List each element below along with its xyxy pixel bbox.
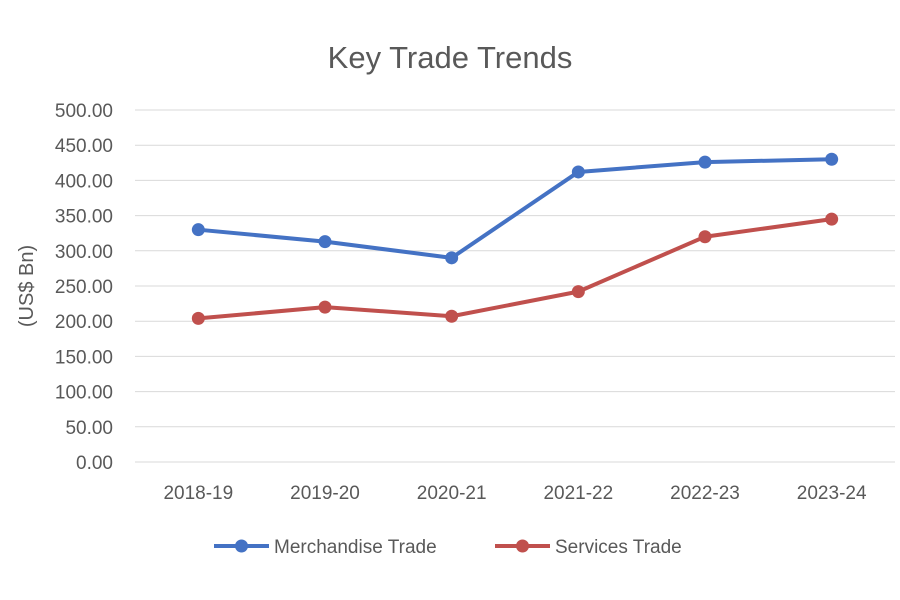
x-tick-label: 2019-20 — [290, 483, 360, 504]
y-tick-label: 250.00 — [55, 277, 113, 298]
data-point — [445, 251, 459, 265]
data-point — [698, 230, 712, 244]
y-tick-label: 350.00 — [55, 207, 113, 228]
data-point — [571, 165, 585, 179]
chart-title: Key Trade Trends — [328, 40, 573, 75]
y-tick-label: 100.00 — [55, 383, 113, 404]
y-tick-label: 50.00 — [65, 418, 113, 439]
data-point — [191, 311, 205, 325]
data-point — [191, 223, 205, 237]
legend-label: Merchandise Trade — [274, 537, 437, 558]
data-point — [318, 235, 332, 249]
y-tick-label: 300.00 — [55, 242, 113, 263]
data-point — [318, 300, 332, 314]
legend: Merchandise Trade Services Trade — [214, 537, 682, 558]
legend-swatch-marker — [516, 539, 529, 553]
x-tick-label: 2018-19 — [163, 483, 233, 504]
y-tick-label: 400.00 — [55, 171, 113, 192]
y-axis-ticks: 0.00 50.00 100.00 150.00 200.00 250.00 300.00 3… — [55, 101, 113, 474]
x-tick-label: 2020-21 — [417, 483, 487, 504]
legend-swatch-marker — [235, 539, 248, 553]
data-point — [445, 309, 459, 323]
legend-label: Services Trade — [555, 537, 682, 558]
y-tick-label: 150.00 — [55, 347, 113, 368]
y-axis-label: (US$ Bn) — [16, 245, 38, 327]
data-point — [698, 155, 712, 169]
series-lines — [191, 152, 839, 325]
series-line — [196, 157, 834, 260]
legend-item: Merchandise Trade — [214, 537, 437, 558]
series-line — [196, 217, 834, 321]
y-tick-label: 500.00 — [55, 101, 113, 122]
x-tick-label: 2022-23 — [670, 483, 740, 504]
legend-item: Services Trade — [495, 537, 682, 558]
series-merchandise-trade — [191, 152, 839, 265]
x-axis-ticks: 2018-19 2019-20 2020-21 2021-22 2022-23 2023-… — [163, 483, 866, 504]
data-point — [571, 285, 585, 299]
gridlines — [135, 109, 895, 463]
y-tick-label: 200.00 — [55, 312, 113, 333]
data-point — [825, 212, 839, 226]
y-tick-label: 450.00 — [55, 136, 113, 157]
series-services-trade — [191, 212, 839, 325]
y-tick-label: 0.00 — [76, 453, 113, 474]
data-point — [825, 152, 839, 166]
x-tick-label: 2021-22 — [543, 483, 613, 504]
x-tick-label: 2023-24 — [797, 483, 867, 504]
